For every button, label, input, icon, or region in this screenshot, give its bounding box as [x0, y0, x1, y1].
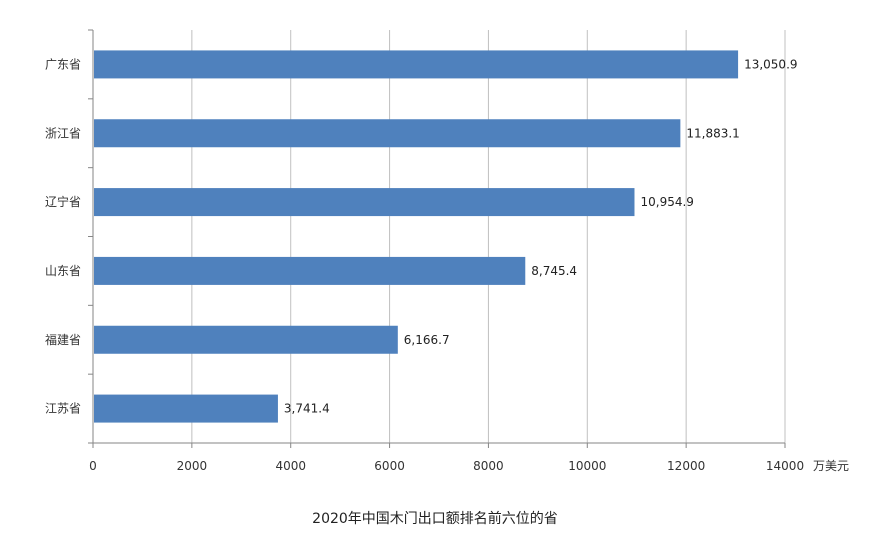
chart-title: 2020年中国木门出口额排名前六位的省 [312, 511, 558, 527]
category-label: 福建省 [45, 332, 81, 347]
category-label: 辽宁省 [45, 194, 81, 209]
data-label: 8,745.4 [531, 264, 577, 278]
x-tick-label: 12000 [667, 459, 705, 473]
x-tick-label: 4000 [275, 459, 306, 473]
category-label: 山东省 [45, 264, 81, 278]
category-label: 浙江省 [45, 126, 81, 140]
bars [94, 50, 739, 423]
x-tick-label: 6000 [374, 459, 405, 473]
labels: 0 2000 4000 6000 8000 10000 12000 14000 广东省 13,05… [45, 57, 849, 473]
x-tick-label: 10000 [568, 459, 606, 473]
data-label: 3,741.4 [284, 402, 330, 416]
bar [94, 50, 739, 79]
bar [94, 325, 398, 354]
x-tick-label: 8000 [473, 459, 504, 473]
x-tick-label: 2000 [177, 459, 208, 473]
axes [88, 29, 786, 448]
data-label: 6,166.7 [404, 333, 450, 347]
gridlines [191, 30, 786, 443]
x-tick-label: 14000 [766, 459, 804, 473]
category-label: 江苏省 [45, 402, 81, 416]
bar [94, 256, 526, 285]
bar [94, 119, 681, 148]
bar [94, 188, 635, 217]
category-label: 广东省 [45, 57, 81, 71]
data-label: 10,954.9 [640, 195, 693, 209]
unit-label: 万美元 [813, 459, 849, 473]
x-tick-label: 0 [89, 459, 97, 473]
data-label: 13,050.9 [744, 57, 797, 71]
data-label: 11,883.1 [686, 126, 739, 140]
bar [94, 394, 278, 423]
